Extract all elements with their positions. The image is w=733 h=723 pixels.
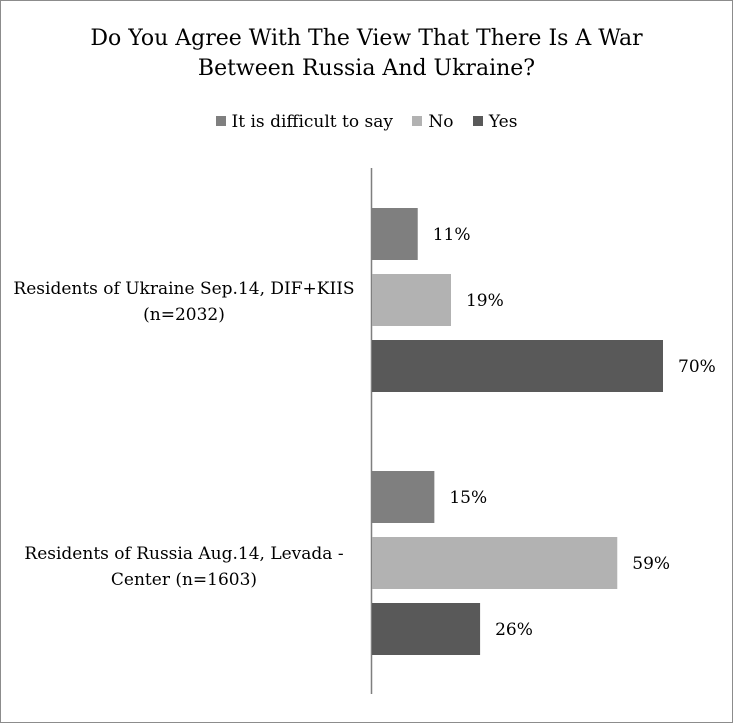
legend-label-difficult: It is difficult to say: [231, 112, 393, 132]
data-label-ukraine-difficult: 11%: [433, 225, 471, 245]
legend-label-yes: Yes: [488, 112, 518, 132]
bar-ukraine-difficult: [372, 208, 418, 260]
legend-item-yes: Yes: [472, 112, 518, 132]
chart-legend: It is difficult to say No Yes: [0, 112, 733, 132]
legend-swatch-no: [412, 116, 423, 126]
legend-label-no: No: [428, 112, 454, 132]
legend-swatch-difficult: [215, 116, 226, 126]
category-label-russia-line-2: Center (n=1603): [110, 570, 258, 590]
bar-ukraine-no: [372, 274, 451, 326]
bars-group: 11% 19% 70% 15% 59% 26%: [372, 208, 716, 655]
chart-title-line-1: Do You Agree With The View That There Is…: [90, 26, 643, 51]
data-label-ukraine-yes: 70%: [678, 357, 716, 377]
category-label-ukraine: Residents of Ukraine Sep.14, DIF+KIIS (n…: [4, 276, 364, 328]
chart-title-line-2: Between Russia And Ukraine?: [197, 56, 536, 81]
bar-ukraine-yes: [372, 340, 663, 392]
category-label-russia: Residents of Russia Aug.14, Levada - Cen…: [4, 541, 364, 593]
bar-russia-difficult: [372, 471, 435, 523]
category-label-russia-line-1: Residents of Russia Aug.14, Levada -: [24, 544, 344, 564]
legend-item-no: No: [412, 112, 454, 132]
chart-title: Do You Agree With The View That There Is…: [0, 24, 733, 84]
data-label-ukraine-no: 19%: [466, 291, 504, 311]
data-label-russia-difficult: 15%: [449, 488, 487, 508]
data-label-russia-yes: 26%: [495, 620, 533, 640]
data-label-russia-no: 59%: [632, 554, 670, 574]
legend-item-difficult: It is difficult to say: [215, 112, 393, 132]
bar-russia-no: [372, 537, 618, 589]
bar-russia-yes: [372, 603, 481, 655]
category-label-ukraine-line-1: Residents of Ukraine Sep.14, DIF+KIIS: [13, 279, 355, 299]
legend-swatch-yes: [472, 116, 483, 126]
category-label-ukraine-line-2: (n=2032): [143, 305, 225, 325]
